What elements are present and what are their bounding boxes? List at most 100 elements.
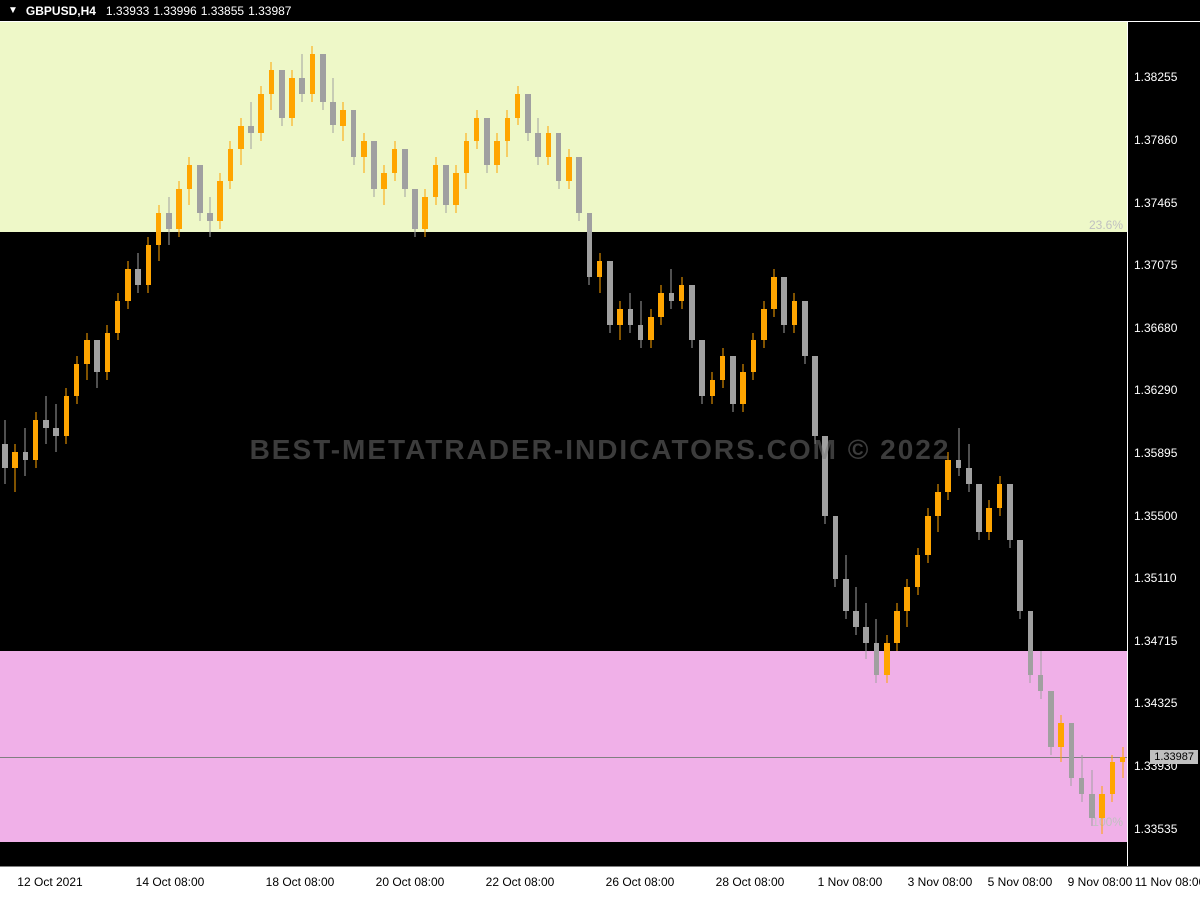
candle xyxy=(669,22,675,866)
y-tick-label: 1.36680 xyxy=(1134,321,1177,335)
candle xyxy=(23,22,29,866)
candle xyxy=(340,22,346,866)
candle xyxy=(12,22,18,866)
candle xyxy=(935,22,941,866)
candle xyxy=(986,22,992,866)
candle xyxy=(874,22,880,866)
candle xyxy=(833,22,839,866)
y-tick-label: 1.35500 xyxy=(1134,509,1177,523)
candle xyxy=(884,22,890,866)
candle xyxy=(1028,22,1034,866)
candle xyxy=(792,22,798,866)
candle xyxy=(525,22,531,866)
x-tick-label: 14 Oct 08:00 xyxy=(136,875,205,889)
candle xyxy=(43,22,49,866)
candle xyxy=(320,22,326,866)
candle xyxy=(156,22,162,866)
chart-wrapper: ▼ GBPUSD,H4 1.33933 1.33996 1.33855 1.33… xyxy=(0,0,1200,900)
candle xyxy=(710,22,716,866)
current-price-tag: 1.33987 xyxy=(1150,750,1198,764)
candle xyxy=(812,22,818,866)
candle xyxy=(1120,22,1126,866)
candle xyxy=(371,22,377,866)
x-tick-label: 18 Oct 08:00 xyxy=(266,875,335,889)
candle xyxy=(956,22,962,866)
candle xyxy=(1058,22,1064,866)
candle xyxy=(1048,22,1054,866)
candle xyxy=(299,22,305,866)
y-tick-label: 1.37465 xyxy=(1134,196,1177,210)
candle xyxy=(176,22,182,866)
candle xyxy=(228,22,234,866)
x-tick-label: 3 Nov 08:00 xyxy=(908,875,973,889)
candle xyxy=(679,22,685,866)
y-tick-label: 1.36290 xyxy=(1134,383,1177,397)
candle xyxy=(248,22,254,866)
chart-header: ▼ GBPUSD,H4 1.33933 1.33996 1.33855 1.33… xyxy=(0,0,1200,22)
candle xyxy=(648,22,654,866)
candle xyxy=(1038,22,1044,866)
candle xyxy=(84,22,90,866)
x-tick-label: 9 Nov 08:00 xyxy=(1068,875,1133,889)
candle xyxy=(422,22,428,866)
candle xyxy=(279,22,285,866)
candle xyxy=(484,22,490,866)
direction-arrow-icon: ▼ xyxy=(8,5,18,16)
candle xyxy=(2,22,8,866)
candle xyxy=(146,22,152,866)
candle xyxy=(607,22,613,866)
candle xyxy=(730,22,736,866)
candle xyxy=(546,22,552,866)
candle xyxy=(74,22,80,866)
candle xyxy=(187,22,193,866)
candle xyxy=(597,22,603,866)
candle xyxy=(1089,22,1095,866)
candle xyxy=(638,22,644,866)
candle xyxy=(412,22,418,866)
y-tick-label: 1.37075 xyxy=(1134,258,1177,272)
y-tick-label: 1.38255 xyxy=(1134,70,1177,84)
candle xyxy=(945,22,951,866)
candle xyxy=(474,22,480,866)
plot-area[interactable]: 23.6%100% xyxy=(0,22,1128,866)
candle xyxy=(720,22,726,866)
candle xyxy=(494,22,500,866)
candle xyxy=(392,22,398,866)
candle xyxy=(505,22,511,866)
candle xyxy=(1110,22,1116,866)
candle xyxy=(1069,22,1075,866)
candle xyxy=(556,22,562,866)
candle xyxy=(443,22,449,866)
candle xyxy=(1099,22,1105,866)
candle xyxy=(997,22,1003,866)
x-axis: 12 Oct 202114 Oct 08:0018 Oct 08:0020 Oc… xyxy=(0,866,1200,900)
candle xyxy=(976,22,982,866)
ohlc-close: 1.33987 xyxy=(248,4,291,18)
candle xyxy=(863,22,869,866)
candle xyxy=(628,22,634,866)
candle xyxy=(1007,22,1013,866)
candle xyxy=(1017,22,1023,866)
candle xyxy=(781,22,787,866)
candle xyxy=(1079,22,1085,866)
candle xyxy=(453,22,459,866)
candle xyxy=(689,22,695,866)
candle xyxy=(197,22,203,866)
candle xyxy=(771,22,777,866)
candle xyxy=(894,22,900,866)
x-tick-label: 1 Nov 08:00 xyxy=(818,875,883,889)
candle xyxy=(925,22,931,866)
candle xyxy=(381,22,387,866)
candle xyxy=(576,22,582,866)
x-tick-label: 20 Oct 08:00 xyxy=(376,875,445,889)
candle xyxy=(330,22,336,866)
candle xyxy=(361,22,367,866)
candle xyxy=(402,22,408,866)
candle xyxy=(135,22,141,866)
candle xyxy=(310,22,316,866)
candle xyxy=(53,22,59,866)
candle xyxy=(258,22,264,866)
x-tick-label: 5 Nov 08:00 xyxy=(988,875,1053,889)
candle xyxy=(433,22,439,866)
x-tick-label: 26 Oct 08:00 xyxy=(606,875,675,889)
